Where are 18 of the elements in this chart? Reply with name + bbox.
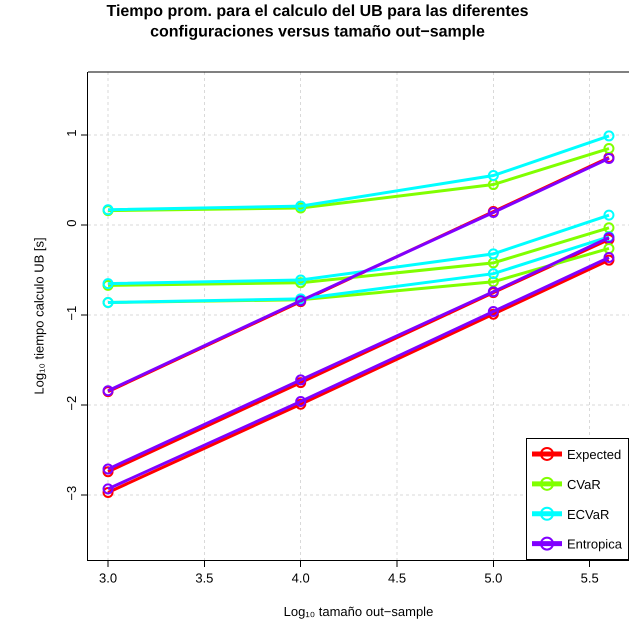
y-tick-label: −3 [64, 486, 79, 501]
legend-label: Entropica [567, 536, 623, 552]
y-tick-label: −1 [64, 306, 79, 321]
chart-title: Tiempo prom. para el calculo del UB para las diferentes configuraciones versus tamaño out−sample [106, 2, 529, 41]
legend-label: CVaR [567, 476, 601, 492]
y-tick-label: 1 [64, 129, 79, 137]
y-tick-label: −2 [64, 396, 79, 411]
y-tick-label: 0 [64, 219, 79, 227]
x-axis-title: Log₁₀ tamaño out−sample [284, 604, 434, 620]
x-tick-label: 4.5 [388, 570, 406, 586]
x-tick-label: 5.5 [580, 570, 599, 586]
y-axis-title: Log₁₀ tiempo calculo UB [s] [32, 237, 47, 395]
x-tick-label: 3.5 [195, 570, 214, 586]
legend-label: Expected [567, 447, 622, 462]
x-tick-label: 5.0 [484, 570, 502, 586]
legend-label: ECVaR [567, 506, 610, 522]
x-tick-label: 4.0 [292, 570, 310, 586]
x-tick-label: 3.0 [99, 570, 118, 586]
